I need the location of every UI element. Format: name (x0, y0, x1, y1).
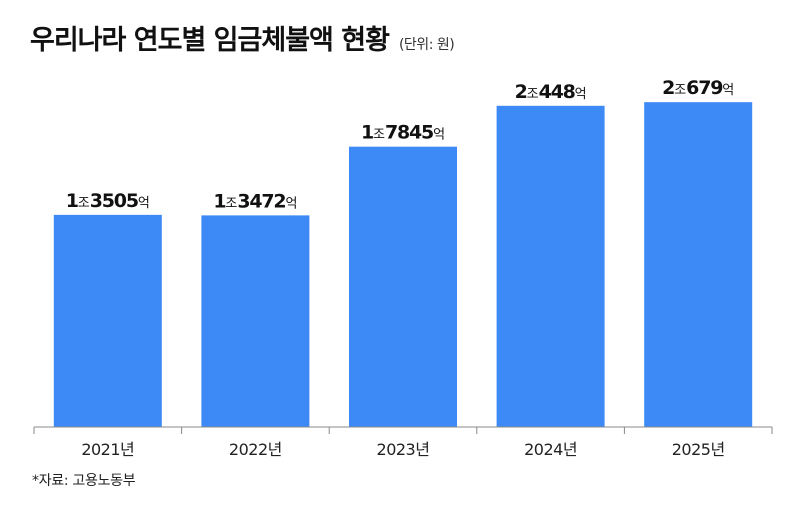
source-note: *자료: 고용노동부 (32, 473, 136, 489)
value-label-4: 2조448억 (515, 81, 587, 103)
unit-note: (단위: 원) (398, 37, 455, 53)
x-ticks-group (33, 427, 773, 434)
bar-5 (644, 102, 753, 428)
value-label-1: 1조3505억 (66, 190, 150, 212)
x-tick-labels-group: 2021년 2022년 2023년 2024년 2025년 (81, 440, 725, 459)
value-label-2: 1조3472억 (213, 190, 297, 212)
title-row: 우리나라 연도별 임금체불액 현황 (단위: 원) (30, 18, 455, 57)
chart-title: 우리나라 연도별 임금체불액 현황 (30, 25, 390, 56)
bar-4 (496, 105, 605, 428)
bars-group (53, 102, 753, 428)
x-tick-label-2: 2022년 (229, 440, 282, 459)
value-label-3: 1조7845억 (361, 122, 445, 144)
bar-2 (201, 215, 310, 427)
bar-1 (53, 214, 162, 427)
x-tick-label-1: 2021년 (81, 440, 134, 459)
bar-3 (349, 146, 457, 427)
x-tick-label-4: 2024년 (524, 440, 577, 459)
x-tick-label-5: 2025년 (672, 440, 725, 459)
value-label-5: 2조679억 (662, 77, 734, 99)
x-tick-label-3: 2023년 (377, 440, 430, 459)
value-labels-group: 1조3505억 1조3472억 1조7845억 2조448억 2조679억 (66, 77, 734, 212)
